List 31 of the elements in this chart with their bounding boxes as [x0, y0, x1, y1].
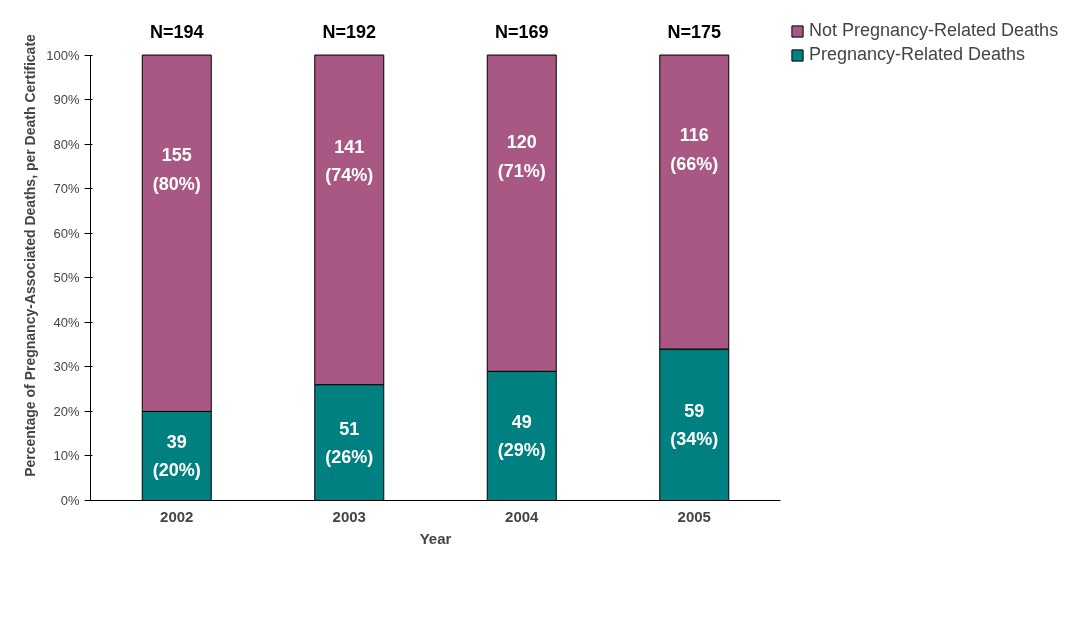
- y-tick-label: 0%: [60, 493, 80, 508]
- annotation: N=192: [322, 21, 377, 42]
- x-tick-label: 2005: [677, 507, 711, 525]
- y-tick-label: 80%: [53, 136, 80, 152]
- data-label: 51 (26%): [325, 418, 374, 468]
- x-tick-label: 2003: [332, 507, 366, 525]
- legend-label: Pregnancy-Related Deaths: [809, 44, 1026, 65]
- data-label: 39 (20%): [152, 431, 201, 481]
- data-label: 155 (80%): [152, 145, 201, 194]
- x-axis-title: Year: [419, 529, 452, 547]
- data-label: 116 (66%): [670, 125, 719, 174]
- y-tick-label: 60%: [53, 225, 80, 241]
- legend-label: Not Pregnancy-Related Deaths: [809, 20, 1059, 41]
- y-tick-label: 50%: [53, 270, 80, 286]
- annotation: N=169: [494, 21, 549, 42]
- x-tick-label: 2002: [160, 507, 194, 525]
- y-tick-label: 90%: [53, 92, 80, 108]
- y-tick-label: 10%: [53, 448, 80, 464]
- annotation: N=175: [667, 21, 722, 42]
- y-tick-label: 70%: [53, 181, 80, 197]
- y-tick-label: 40%: [53, 314, 80, 330]
- data-label: 59 (34%): [670, 400, 719, 450]
- y-axis-title: Percentage of Pregnancy-Associated Deaths, per Death Certificate: [22, 33, 39, 477]
- data-label: 120 (71%): [497, 132, 546, 181]
- annotation: N=194: [149, 21, 204, 42]
- y-tick-label: 30%: [53, 359, 80, 375]
- data-label: 141 (74%): [325, 136, 374, 186]
- y-tick-label: 100%: [46, 47, 80, 63]
- x-tick-label: 2004: [505, 507, 540, 525]
- y-tick-label: 20%: [53, 403, 80, 419]
- data-label: 49 (29%): [497, 411, 546, 461]
